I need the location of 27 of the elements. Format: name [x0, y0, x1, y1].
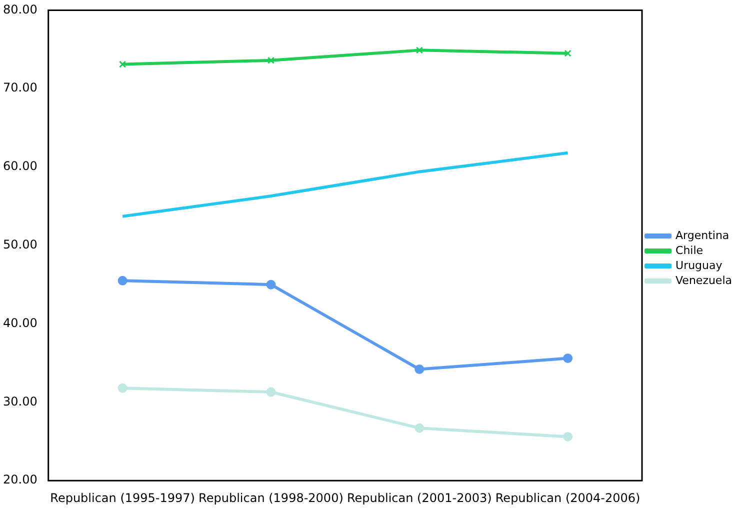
point	[118, 60, 126, 68]
point	[118, 276, 128, 286]
point	[416, 46, 423, 54]
legend-label: Chile	[676, 244, 704, 257]
y-tick-label: 80.00	[2, 2, 38, 16]
y-tick-label: 60.00	[2, 159, 38, 174]
legend-label: Venezuela	[676, 274, 732, 287]
legend-label: Argentina	[676, 228, 730, 242]
point	[414, 364, 424, 374]
y-tick-label: 50.00	[2, 238, 38, 252]
y-tick-label: 70.00	[2, 80, 38, 95]
x-tick-label: Republican (2004-2006)	[495, 490, 640, 505]
x-tick-label: Republican (1998-2000)	[198, 490, 344, 505]
point	[563, 432, 573, 442]
point	[564, 50, 572, 57]
point	[414, 423, 424, 433]
point	[563, 354, 573, 364]
y-tick-label: 30.00	[2, 394, 38, 408]
point	[118, 383, 128, 393]
point	[267, 56, 275, 64]
point	[266, 387, 276, 397]
point	[266, 280, 276, 290]
x-tick-label: Republican (1995-1997)	[50, 490, 195, 505]
y-tick-label: 40.00	[2, 316, 38, 330]
legend-label: Uruguay	[676, 258, 723, 272]
x-tick-label: Republican (2001-2003)	[346, 490, 492, 505]
y-tick-label: 20.00	[2, 472, 38, 487]
